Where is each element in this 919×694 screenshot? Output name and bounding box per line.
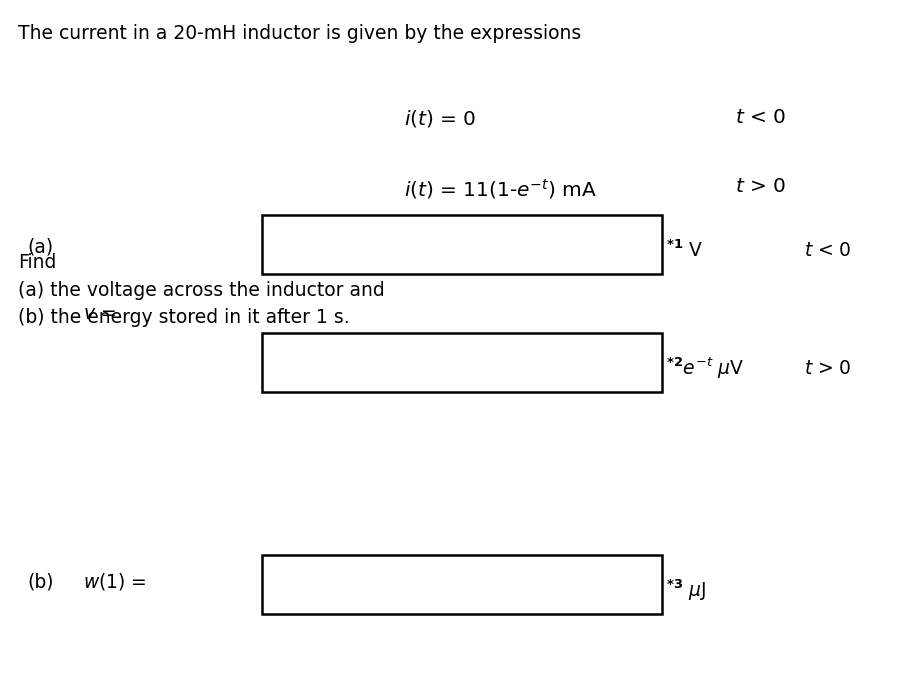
FancyBboxPatch shape xyxy=(262,333,662,392)
Text: $t$ < 0: $t$ < 0 xyxy=(804,241,852,260)
Text: $t$ < 0: $t$ < 0 xyxy=(735,108,787,126)
Text: $t$ > 0: $t$ > 0 xyxy=(735,177,787,196)
Text: $i(t)$ = 11(1-$e^{-t}$) mA: $i(t)$ = 11(1-$e^{-t}$) mA xyxy=(404,177,597,201)
Text: $w$(1) =: $w$(1) = xyxy=(83,571,146,592)
Text: (b): (b) xyxy=(28,573,54,591)
Text: The current in a 20-mH inductor is given by the expressions: The current in a 20-mH inductor is given… xyxy=(18,24,582,43)
Text: (a): (a) xyxy=(28,237,53,257)
Text: $^{\mathbf{*1}}$ V: $^{\mathbf{*1}}$ V xyxy=(666,240,704,261)
Text: $^{\mathbf{*2}}e^{-t}$ $\mu$V: $^{\mathbf{*2}}e^{-t}$ $\mu$V xyxy=(666,356,744,381)
Text: $i(t)$ = 0: $i(t)$ = 0 xyxy=(404,108,477,128)
FancyBboxPatch shape xyxy=(262,215,662,274)
Text: $^{\mathbf{*3}}$ $\mu$J: $^{\mathbf{*3}}$ $\mu$J xyxy=(666,578,707,603)
Text: Find
(a) the voltage across the inductor and
(b) the energy stored in it after 1: Find (a) the voltage across the inductor… xyxy=(18,253,385,327)
FancyBboxPatch shape xyxy=(262,555,662,614)
Text: $t$ > 0: $t$ > 0 xyxy=(804,359,852,378)
Text: $v$ =: $v$ = xyxy=(83,304,116,323)
